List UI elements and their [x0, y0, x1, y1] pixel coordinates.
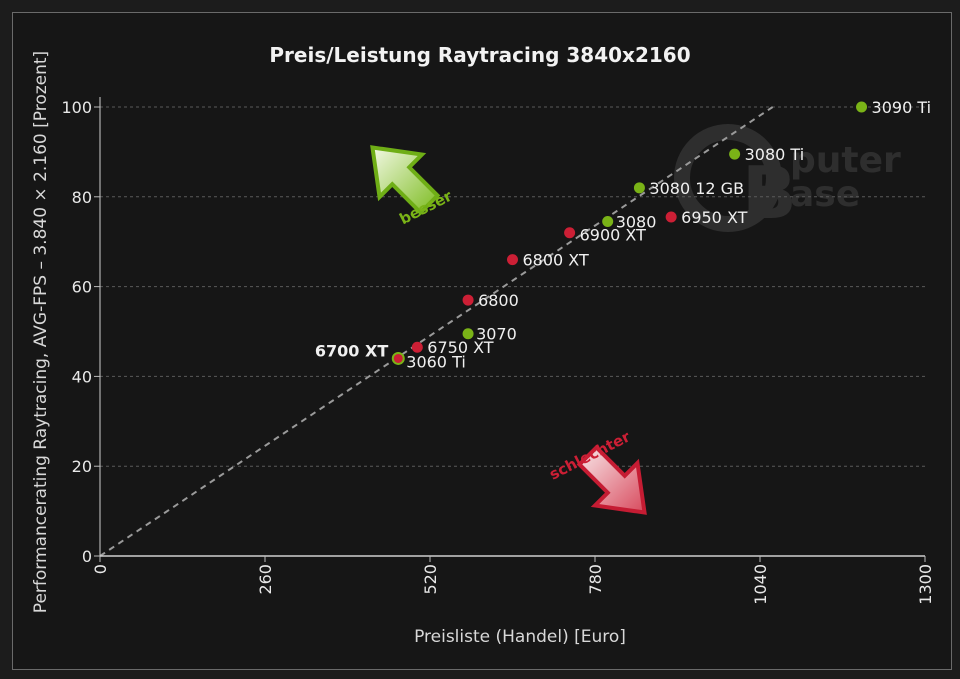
point-3080: [602, 215, 614, 227]
y-tick-label: 40: [72, 367, 92, 386]
y-tick-label: 100: [61, 98, 92, 117]
chart-title: Preis/Leistung Raytracing 3840x2160: [269, 43, 690, 67]
y-axis-title: Performancerating Raytracing, AVG-FPS – …: [31, 51, 51, 613]
y-tick-label: 80: [72, 188, 92, 207]
axes: [99, 97, 925, 557]
trend-line: [99, 106, 774, 557]
label-3080-ti: 3080 Ti: [745, 145, 805, 164]
point-6950-xt: [665, 211, 677, 223]
label-3080: 3080: [616, 212, 657, 231]
point-3070: [462, 328, 474, 340]
label-3080-12-gb: 3080 12 GB: [649, 179, 744, 198]
x-axis-title: Preisliste (Handel) [Euro]: [414, 627, 626, 647]
label-6950-xt: 6950 XT: [681, 208, 747, 227]
y-tick-label: 0: [82, 547, 92, 566]
point-3080-12-gb: [633, 182, 645, 194]
point-6900-xt: [564, 227, 576, 239]
label-6800-xt: 6800 XT: [523, 251, 589, 270]
point-6700-xt: [391, 351, 405, 365]
label-6800: 6800: [478, 291, 519, 310]
x-tick-label: 1300: [916, 564, 935, 605]
label-6700-xt: 6700 XT: [315, 341, 388, 360]
x-tick-label: 780: [586, 564, 605, 595]
schlechter-arrow: [576, 444, 647, 515]
chart-frame: [12, 12, 952, 670]
label-3060-ti: 3060 Ti: [406, 352, 466, 371]
x-tick-label: 1040: [751, 564, 770, 605]
x-tick-label: 0: [91, 564, 110, 574]
svg-text:puter: puter: [790, 140, 901, 181]
svg-text:ase: ase: [790, 174, 860, 215]
label-6750-xt: 6750 XT: [427, 338, 493, 357]
y-tick-label: 60: [72, 278, 92, 297]
label-3070: 3070: [476, 325, 517, 344]
computerbase-watermark: B puter ase: [674, 124, 901, 235]
point-6800-xt: [507, 254, 518, 266]
point-6800: [462, 294, 474, 306]
besser-arrow: [370, 145, 441, 216]
x-tick-label: 520: [421, 564, 440, 595]
svg-text:B: B: [742, 151, 797, 235]
y-tick-label: 20: [72, 457, 92, 476]
ticks: 0 20 40 60 80 100 0 260 520 780 1040 1300: [61, 98, 935, 605]
point-6750-xt: [411, 341, 423, 353]
label-6900-xt: 6900 XT: [580, 226, 646, 245]
point-3090-ti: [856, 101, 868, 113]
x-tick-label: 260: [256, 564, 275, 595]
label-3090-ti: 3090 Ti: [872, 98, 932, 117]
point-3080-ti: [729, 148, 741, 160]
